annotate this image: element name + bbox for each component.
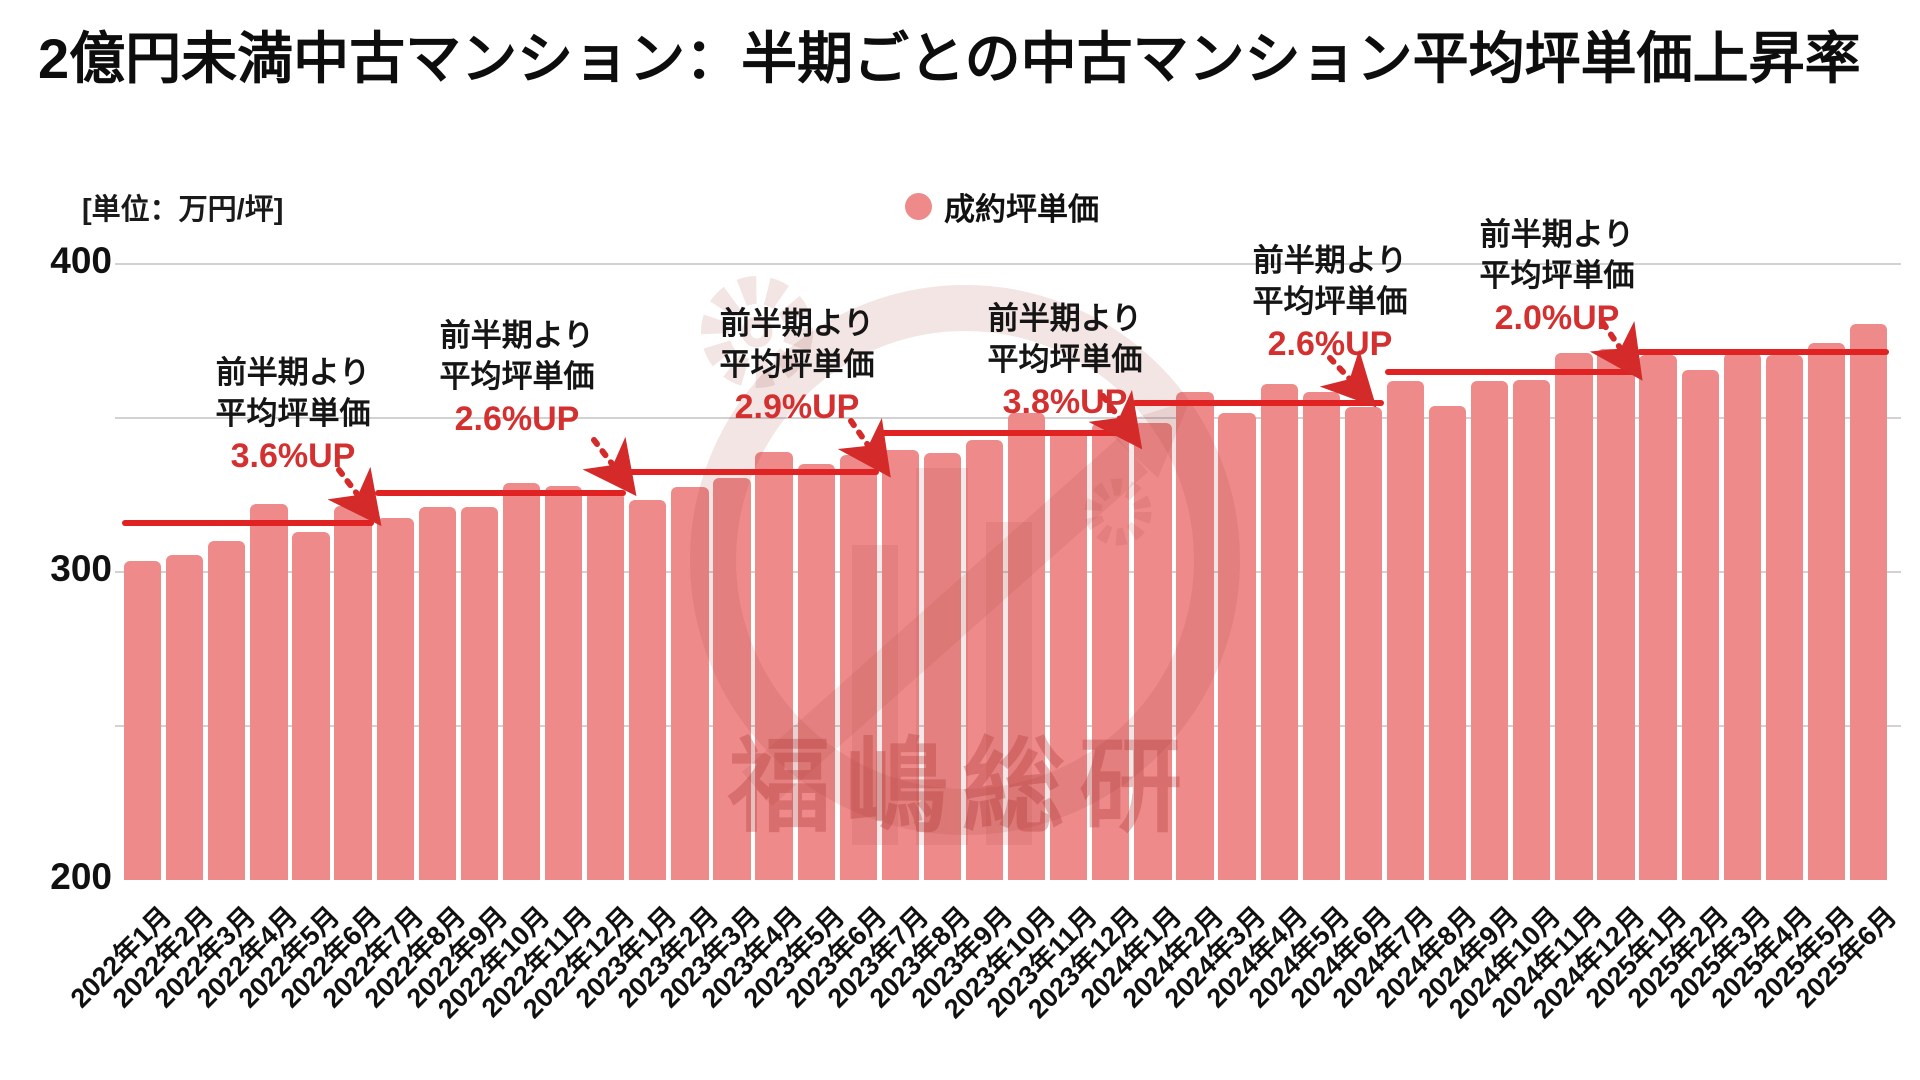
annotation: 前半期より 平均坪単価 2.6%UP xyxy=(347,315,687,441)
annotation-line2: 平均坪単価 xyxy=(215,396,371,431)
annotation-percent: 2.6%UP xyxy=(454,400,580,438)
annotation-line2: 平均坪単価 xyxy=(1252,284,1408,319)
bar xyxy=(1218,413,1256,880)
half-year-average-line xyxy=(1637,348,1890,355)
annotation-line2: 平均坪単価 xyxy=(439,359,595,394)
bar xyxy=(460,507,499,880)
bar xyxy=(923,453,962,880)
bar xyxy=(1807,342,1846,880)
bar xyxy=(376,518,414,880)
bar xyxy=(1386,381,1425,880)
annotation-line1: 前半期より xyxy=(1479,217,1635,252)
annotation-line1: 前半期より xyxy=(215,355,371,390)
bar xyxy=(587,491,625,880)
y-axis-tick-label: 400 xyxy=(50,240,112,281)
bar xyxy=(713,478,751,880)
bar xyxy=(965,439,1004,880)
unit-label: [単位：万円/坪] xyxy=(82,194,284,226)
annotation-line1: 前半期より xyxy=(1252,243,1408,278)
bar xyxy=(1681,370,1719,880)
legend-label: 成約坪単価 xyxy=(944,192,1099,227)
bar xyxy=(1260,384,1298,880)
annotation: 前半期より 平均坪単価 3.6%UP xyxy=(123,352,463,478)
bar xyxy=(334,505,372,880)
bar xyxy=(1134,422,1172,880)
bar xyxy=(797,464,835,880)
annotation-line2: 平均坪単価 xyxy=(987,342,1143,377)
bar xyxy=(881,450,919,880)
half-year-average-line xyxy=(879,430,1132,437)
annotation-line1: 前半期より xyxy=(987,301,1143,336)
bar xyxy=(1092,422,1130,880)
annotation-line2: 平均坪単価 xyxy=(719,347,875,382)
bar xyxy=(292,531,330,880)
annotation: 前半期より 平均坪単価 2.6%UP xyxy=(1160,240,1500,366)
bar xyxy=(671,487,709,880)
bar xyxy=(1428,405,1467,880)
bar xyxy=(755,451,793,880)
bar xyxy=(1176,391,1214,880)
annotation-line2: 平均坪単価 xyxy=(1479,258,1635,293)
bar xyxy=(1765,354,1803,880)
bar xyxy=(1471,381,1509,880)
gridline xyxy=(115,263,1901,265)
half-year-average-line xyxy=(122,519,374,526)
half-year-average-line xyxy=(1132,399,1385,406)
page-title: 2億円未満中古マンション：半期ごとの中古マンション平均坪単価上昇率 xyxy=(38,27,1861,90)
bar xyxy=(1513,379,1551,880)
bar xyxy=(839,454,877,880)
y-axis-tick-label: 300 xyxy=(50,548,112,589)
bar xyxy=(1050,430,1088,880)
annotation-percent: 2.0%UP xyxy=(1494,299,1620,337)
half-year-average-line xyxy=(374,490,627,497)
annotation-line1: 前半期より xyxy=(439,318,595,353)
bar xyxy=(1302,391,1340,880)
bar xyxy=(124,561,162,880)
annotation-percent: 3.8%UP xyxy=(1002,383,1128,421)
annotation: 前半期より 平均坪単価 2.0%UP xyxy=(1387,214,1727,340)
bar xyxy=(1597,348,1635,880)
bar xyxy=(1849,324,1888,880)
legend-dot-icon xyxy=(905,193,932,220)
bar xyxy=(1555,353,1593,880)
bar xyxy=(502,482,541,880)
bar xyxy=(1723,353,1761,880)
bar xyxy=(544,485,583,880)
bar xyxy=(629,499,667,880)
bar xyxy=(1007,413,1046,880)
bar xyxy=(250,504,288,880)
bar xyxy=(208,541,246,880)
bar xyxy=(166,555,204,880)
legend: 成約坪単価 xyxy=(905,184,1099,229)
bar xyxy=(1344,407,1383,880)
y-axis-tick-label: 200 xyxy=(50,856,112,897)
half-year-average-line xyxy=(1384,368,1637,375)
annotation: 前半期より 平均坪単価 2.9%UP xyxy=(627,303,967,429)
bar xyxy=(1639,354,1677,880)
bar xyxy=(418,507,456,880)
annotation-line1: 前半期より xyxy=(719,306,875,341)
half-year-average-line xyxy=(627,468,879,475)
